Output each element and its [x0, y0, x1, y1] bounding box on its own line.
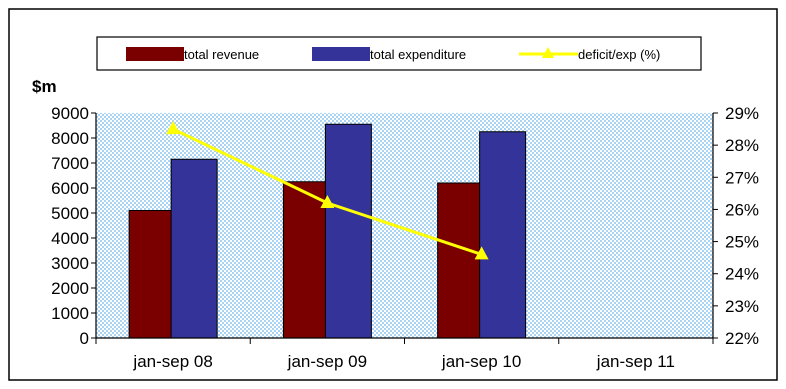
legend-label-revenue: total revenue — [184, 47, 259, 62]
legend-entry-expenditure: total expenditure — [312, 47, 466, 62]
right-y-tick-label: 24% — [725, 265, 759, 284]
bar-total-expenditure — [479, 131, 527, 339]
x-tick-label: jan-sep 11 — [596, 352, 675, 371]
line-marker-deficit-exp — [166, 121, 181, 135]
legend: total revenue total expenditure deficit/… — [96, 36, 702, 71]
left-y-tick-label: 4000 — [51, 229, 89, 248]
line-layer — [166, 121, 489, 260]
legend-box — [96, 36, 702, 71]
legend-swatch-expenditure — [312, 47, 370, 61]
left-y-tick-label: 8000 — [51, 129, 89, 148]
bar-total-expenditure — [170, 158, 218, 339]
bar-total-revenue — [128, 210, 176, 339]
left-y-tick-label: 3000 — [51, 254, 89, 273]
line-marker-deficit-exp — [474, 246, 489, 260]
left-y-tick-label: 0 — [80, 329, 89, 348]
right-y-tick-label: 28% — [725, 136, 759, 155]
right-y-tick-label: 27% — [725, 168, 759, 187]
bar-total-expenditure — [324, 123, 372, 339]
legend-label-expenditure: total expenditure — [370, 47, 466, 62]
left-y-tick-label: 2000 — [51, 279, 89, 298]
legend-marker-deficit — [542, 47, 554, 58]
x-ticks: jan-sep 08 jan-sep 09 jan-sep 10 jan-sep 11 — [95, 338, 714, 371]
legend-entry-revenue: total revenue — [126, 47, 259, 62]
x-tick-label: jan-sep 10 — [441, 352, 521, 371]
left-y-ticks: 0 1000 2000 3000 4000 5000 6000 7000 8000 9000 — [51, 104, 96, 348]
right-y-tick-label: 25% — [725, 233, 759, 252]
bars-layer — [128, 123, 527, 339]
x-tick-label: jan-sep 08 — [132, 352, 212, 371]
left-y-tick-label: 7000 — [51, 154, 89, 173]
y-axis-unit-label: $m — [32, 77, 57, 96]
left-y-tick-label: 6000 — [51, 179, 89, 198]
right-y-ticks: 22% 23% 24% 25% 26% 27% 28% 29% — [713, 104, 759, 348]
x-tick-label: jan-sep 09 — [287, 352, 367, 371]
legend-swatch-revenue — [126, 47, 184, 61]
right-y-tick-label: 22% — [725, 329, 759, 348]
right-y-tick-label: 23% — [725, 297, 759, 316]
left-y-tick-label: 9000 — [51, 104, 89, 123]
line-marker-deficit-exp — [320, 195, 335, 208]
legend-label-deficit: deficit/exp (%) — [578, 47, 660, 62]
right-y-tick-label: 26% — [725, 200, 759, 219]
left-y-tick-label: 5000 — [51, 204, 89, 223]
bar-total-revenue — [437, 182, 485, 339]
legend-entry-deficit: deficit/exp (%) — [519, 47, 660, 62]
right-y-tick-label: 29% — [725, 104, 759, 123]
left-y-tick-label: 1000 — [51, 304, 89, 323]
